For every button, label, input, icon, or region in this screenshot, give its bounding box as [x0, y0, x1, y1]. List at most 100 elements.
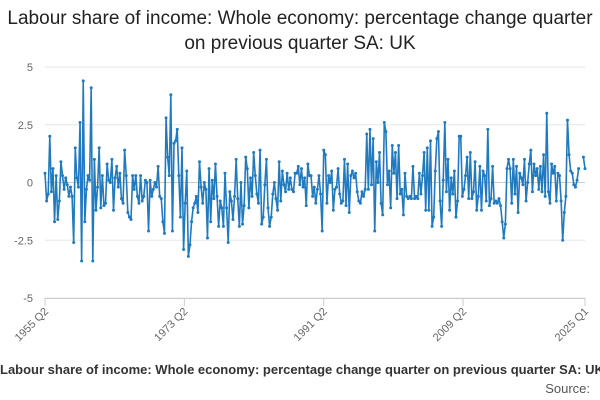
- data-point: [535, 167, 539, 171]
- data-point: [449, 176, 453, 180]
- data-point: [252, 150, 256, 154]
- data-point: [446, 157, 450, 161]
- data-point: [126, 211, 130, 215]
- data-point: [97, 146, 101, 150]
- data-point: [349, 174, 353, 178]
- data-point: [478, 164, 482, 168]
- y-tick-label: -5: [23, 293, 33, 305]
- data-point: [556, 171, 560, 175]
- data-point: [551, 171, 555, 175]
- data-point: [182, 247, 186, 251]
- data-point: [454, 215, 458, 219]
- data-point: [522, 157, 526, 161]
- data-point: [248, 176, 252, 180]
- data-point: [545, 111, 549, 115]
- data-point: [282, 183, 286, 187]
- data-point: [491, 164, 495, 168]
- data-point: [127, 215, 131, 219]
- data-point: [94, 208, 98, 212]
- data-point: [92, 157, 96, 161]
- data-point: [315, 187, 319, 191]
- data-point: [357, 199, 361, 203]
- data-point: [330, 169, 334, 173]
- data-point: [561, 238, 565, 242]
- data-point: [210, 178, 214, 182]
- data-point: [365, 132, 369, 136]
- data-point: [355, 190, 359, 194]
- data-point: [338, 192, 342, 196]
- data-point: [166, 155, 170, 159]
- data-point: [70, 194, 74, 198]
- data-point: [304, 204, 308, 208]
- data-point: [135, 194, 139, 198]
- data-point: [190, 220, 194, 224]
- data-point: [516, 211, 520, 215]
- data-point: [487, 204, 491, 208]
- data-point: [374, 160, 378, 164]
- data-point: [534, 174, 538, 178]
- data-point: [174, 139, 178, 143]
- data-point: [554, 199, 558, 203]
- data-point: [382, 120, 386, 124]
- data-point: [116, 185, 120, 189]
- data-point: [476, 194, 480, 198]
- data-point: [484, 199, 488, 203]
- data-point: [543, 194, 547, 198]
- data-point: [335, 185, 339, 189]
- data-point: [164, 116, 168, 120]
- data-point: [185, 169, 189, 173]
- data-point: [322, 148, 326, 152]
- data-point: [61, 174, 65, 178]
- series-layer: [43, 79, 587, 263]
- data-point: [124, 174, 128, 178]
- data-point: [129, 217, 133, 221]
- data-point: [489, 197, 493, 201]
- data-point: [250, 194, 254, 198]
- data-point: [234, 157, 238, 161]
- data-point: [54, 174, 58, 178]
- data-point: [272, 181, 276, 184]
- data-point: [113, 176, 117, 180]
- data-point: [428, 139, 432, 143]
- data-point: [468, 150, 472, 154]
- data-point: [515, 164, 519, 168]
- data-point: [320, 229, 324, 233]
- data-point: [581, 155, 585, 159]
- data-point: [118, 171, 122, 175]
- data-point: [371, 137, 375, 141]
- data-point: [172, 141, 176, 145]
- data-point: [274, 197, 278, 201]
- data-point: [244, 155, 248, 159]
- data-point: [167, 174, 171, 178]
- data-point: [362, 194, 366, 198]
- data-point: [132, 187, 136, 191]
- data-point: [438, 199, 442, 203]
- data-point: [145, 181, 149, 184]
- data-point: [400, 187, 404, 191]
- data-point: [471, 190, 475, 194]
- data-point: [460, 194, 464, 198]
- data-point: [464, 174, 468, 178]
- data-point: [479, 208, 483, 212]
- data-point: [229, 199, 233, 203]
- data-point: [84, 187, 88, 191]
- data-point: [239, 181, 243, 184]
- data-point: [49, 190, 53, 194]
- data-point: [433, 169, 437, 173]
- data-point: [475, 208, 479, 212]
- data-point: [508, 167, 512, 171]
- x-tick-label: 2025 Q1: [553, 306, 591, 344]
- data-point: [558, 174, 562, 178]
- data-point: [384, 130, 388, 134]
- data-point: [107, 178, 111, 182]
- data-point: [271, 192, 275, 196]
- data-point: [465, 155, 469, 159]
- data-point: [532, 162, 536, 166]
- data-point: [575, 178, 579, 182]
- data-point: [67, 194, 71, 198]
- data-point: [288, 176, 292, 180]
- data-point: [295, 171, 299, 175]
- data-point: [494, 199, 498, 203]
- data-point: [503, 222, 507, 226]
